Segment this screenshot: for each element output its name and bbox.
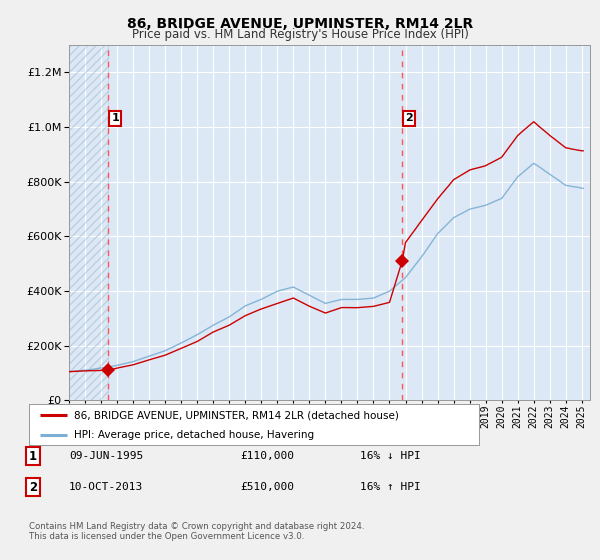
Text: 16% ↑ HPI: 16% ↑ HPI xyxy=(360,482,421,492)
Text: 16% ↓ HPI: 16% ↓ HPI xyxy=(360,451,421,461)
Text: Contains HM Land Registry data © Crown copyright and database right 2024.
This d: Contains HM Land Registry data © Crown c… xyxy=(29,522,364,542)
Text: 09-JUN-1995: 09-JUN-1995 xyxy=(69,451,143,461)
Text: 86, BRIDGE AVENUE, UPMINSTER, RM14 2LR: 86, BRIDGE AVENUE, UPMINSTER, RM14 2LR xyxy=(127,17,473,31)
Text: 2: 2 xyxy=(405,113,413,123)
Text: £110,000: £110,000 xyxy=(240,451,294,461)
Text: 1: 1 xyxy=(112,113,119,123)
Text: Price paid vs. HM Land Registry's House Price Index (HPI): Price paid vs. HM Land Registry's House … xyxy=(131,28,469,41)
Text: £510,000: £510,000 xyxy=(240,482,294,492)
Text: 10-OCT-2013: 10-OCT-2013 xyxy=(69,482,143,492)
Text: 2: 2 xyxy=(29,480,37,494)
Text: HPI: Average price, detached house, Havering: HPI: Average price, detached house, Have… xyxy=(74,430,314,440)
Text: 86, BRIDGE AVENUE, UPMINSTER, RM14 2LR (detached house): 86, BRIDGE AVENUE, UPMINSTER, RM14 2LR (… xyxy=(74,410,398,421)
Text: 1: 1 xyxy=(29,450,37,463)
